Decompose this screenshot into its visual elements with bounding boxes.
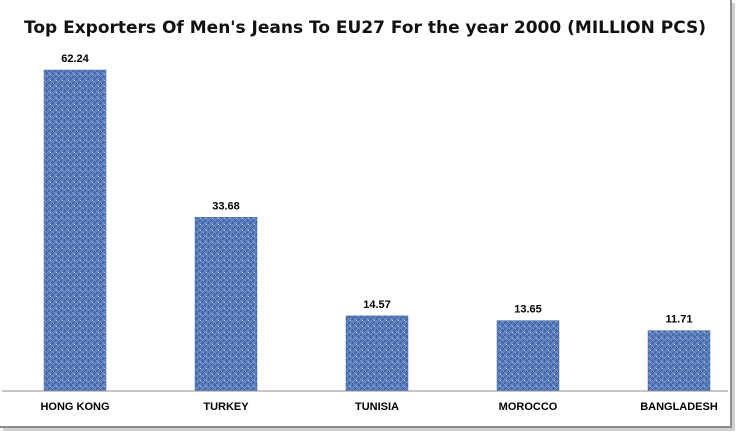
- data-label: 33.68: [212, 200, 240, 212]
- chart-frame: Top Exporters Of Men's Jeans To EU27 For…: [0, 0, 732, 428]
- bar-chart: 62.24 HONG KONG 33.68 TURKEY 14.57 TUNISIA 13.…: [2, 53, 728, 413]
- category-label: HONG KONG: [40, 401, 109, 413]
- data-label: 14.57: [363, 299, 391, 311]
- category-label: BANGLADESH: [640, 401, 718, 413]
- bar-bangladesh: [647, 330, 711, 392]
- category-label: TUNISIA: [355, 401, 399, 413]
- bar-morocco: [496, 320, 560, 392]
- data-label: 11.71: [666, 314, 693, 326]
- bar-hong-kong: [43, 69, 107, 392]
- category-label: MOROCCO: [499, 401, 558, 413]
- category-label: TURKEY: [203, 401, 249, 413]
- bar-turkey: [194, 217, 258, 392]
- data-label: 13.65: [514, 304, 542, 316]
- bar-tunisia: [345, 315, 409, 392]
- chart-title: Top Exporters Of Men's Jeans To EU27 For…: [23, 18, 706, 38]
- data-label: 62.24: [61, 53, 89, 65]
